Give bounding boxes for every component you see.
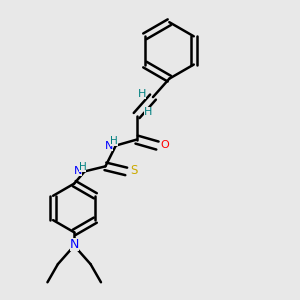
- Text: N: N: [105, 140, 113, 151]
- Text: H: H: [144, 107, 153, 117]
- Text: N: N: [70, 238, 79, 251]
- Text: N: N: [74, 167, 82, 176]
- Text: H: H: [79, 162, 86, 172]
- Text: H: H: [137, 88, 146, 98]
- Text: S: S: [130, 164, 137, 177]
- Text: O: O: [160, 140, 169, 150]
- Text: H: H: [110, 136, 118, 146]
